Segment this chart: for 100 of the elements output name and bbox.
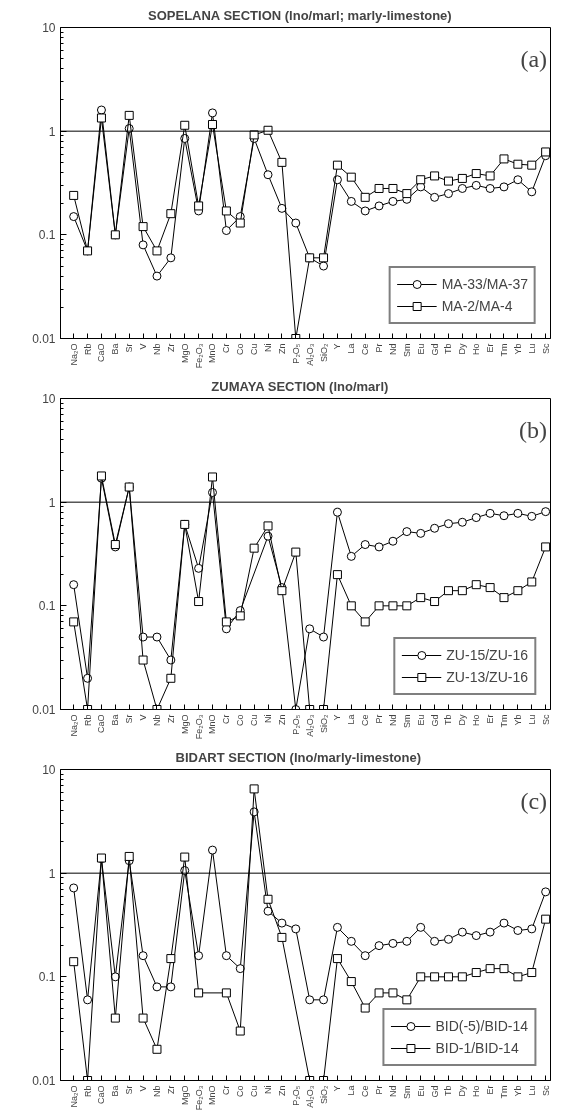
x-tick-label: Sr [124, 1085, 135, 1095]
legend-label: BID(-5)/BID-14 [435, 1018, 528, 1034]
legend-label: ZU-13/ZU-16 [446, 669, 528, 685]
x-tick-label: CaO [96, 714, 107, 734]
x-tick-label: Cr [221, 714, 232, 724]
x-tick-label: Lu [526, 343, 537, 354]
legend-label: MA-33/MA-37 [441, 276, 528, 292]
x-tick-label: Lu [526, 1085, 537, 1096]
x-tick-label: Ba [110, 1085, 121, 1097]
x-tick-label: Ba [110, 343, 121, 355]
x-tick-label: P₂O₅ [290, 343, 301, 364]
x-tick-label: MgO [179, 714, 190, 734]
x-tick-label: Yb [512, 714, 523, 726]
chart-title: BIDART SECTION (lno/marly-limestone) [175, 749, 422, 765]
x-tick-label: V [138, 714, 149, 721]
y-tick-label: 1 [48, 124, 56, 139]
x-tick-label: Ni [263, 714, 274, 723]
x-tick-label: Zr [165, 343, 176, 352]
y-tick-label: 0.1 [38, 228, 56, 243]
x-tick-label: Pr [374, 714, 385, 724]
x-tick-label: Sm [401, 343, 412, 357]
x-tick-label: Zn [276, 1085, 287, 1096]
x-tick-label: MnO [207, 343, 218, 363]
legend-label: ZU-15/ZU-16 [446, 647, 528, 663]
chart-title: SOPELANA SECTION (lno/marl; marly-limestone) [148, 7, 452, 23]
x-tick-label: Er [485, 343, 496, 353]
x-tick-label: Sr [124, 343, 135, 353]
x-tick-label: Yb [512, 343, 523, 355]
x-tick-label: Fe₂O₃ [193, 714, 204, 740]
x-tick-label: Cu [249, 343, 260, 355]
y-tick-label: 0.01 [32, 1074, 56, 1088]
x-tick-label: Ce [360, 714, 371, 726]
y-tick-label: 0.1 [38, 599, 56, 614]
x-tick-label: Zn [276, 714, 287, 725]
x-tick-label: Nd [387, 714, 398, 726]
x-tick-label: MnO [207, 714, 218, 734]
x-tick-label: Eu [415, 714, 426, 726]
x-tick-label: Cu [249, 714, 260, 726]
x-tick-label: Sm [401, 714, 412, 728]
x-tick-label: CaO [96, 1085, 107, 1105]
legend-label: MA-2/MA-4 [441, 298, 513, 314]
x-tick-label: CaO [96, 343, 107, 363]
x-tick-label: La [346, 343, 357, 354]
x-tick-label: Co [235, 714, 246, 726]
x-tick-label: Co [235, 343, 246, 355]
x-tick-label: Na₂O [68, 714, 79, 737]
x-tick-label: SiO₂ [318, 713, 329, 733]
x-tick-label: Pr [374, 1085, 385, 1095]
x-tick-label: Zr [165, 1085, 176, 1094]
x-tick-label: Zr [165, 714, 176, 723]
x-tick-label: Nd [387, 343, 398, 355]
x-tick-label: Yb [512, 1085, 523, 1097]
x-tick-label: Ho [471, 343, 482, 355]
x-tick-label: Rb [82, 343, 93, 355]
x-tick-label: Al₂O₃ [304, 714, 315, 737]
x-tick-label: Er [485, 1085, 496, 1095]
y-tick-label: 10 [42, 21, 56, 35]
y-tick-label: 1 [48, 495, 56, 510]
x-tick-label: Tb [443, 714, 454, 725]
x-tick-label: Rb [82, 714, 93, 726]
x-tick-label: Y [332, 1085, 343, 1092]
x-tick-label: MgO [179, 343, 190, 363]
x-tick-label: La [346, 1085, 357, 1096]
x-tick-label: Gd [429, 343, 440, 356]
x-tick-label: Tm [499, 714, 509, 728]
x-tick-label: Na₂O [68, 343, 79, 366]
x-tick-label: Sr [124, 714, 135, 724]
x-tick-label: Ce [360, 1085, 371, 1097]
x-tick-label: Gd [429, 1085, 440, 1098]
y-tick-label: 0.01 [32, 332, 56, 346]
x-tick-label: Pr [374, 343, 385, 353]
y-tick-label: 10 [42, 763, 56, 777]
x-tick-label: Ni [263, 343, 274, 352]
x-tick-label: SiO₂ [318, 342, 329, 362]
x-tick-label: Eu [415, 1085, 426, 1097]
y-tick-label: 0.1 [38, 970, 56, 985]
x-tick-label: Fe₂O₃ [193, 343, 204, 369]
x-tick-label: Cu [249, 1085, 260, 1097]
x-tick-label: Dy [457, 343, 468, 355]
x-tick-label: Rb [82, 1085, 93, 1097]
x-tick-label: Ho [471, 714, 482, 726]
annotation: (b) [519, 416, 548, 443]
x-tick-label: Ho [471, 1085, 482, 1097]
x-tick-label: Tm [499, 1085, 509, 1099]
x-tick-label: Tb [443, 1085, 454, 1096]
x-tick-label: Al₂O₃ [304, 343, 315, 366]
x-tick-label: Nb [151, 1085, 162, 1097]
x-tick-label: MgO [179, 1085, 190, 1105]
y-tick-label: 10 [42, 392, 56, 406]
x-tick-label: Eu [415, 343, 426, 355]
x-tick-label: P₂O₅ [290, 714, 301, 735]
x-tick-label: SiO₂ [318, 1084, 329, 1104]
x-tick-label: Zn [276, 343, 287, 354]
x-tick-label: Dy [457, 1085, 468, 1097]
x-tick-label: V [138, 343, 149, 350]
annotation: (a) [520, 45, 548, 72]
x-tick-label: Cr [221, 343, 232, 353]
x-tick-label: Y [332, 343, 343, 350]
x-tick-label: Cr [221, 1085, 232, 1095]
x-tick-label: Er [485, 714, 496, 724]
